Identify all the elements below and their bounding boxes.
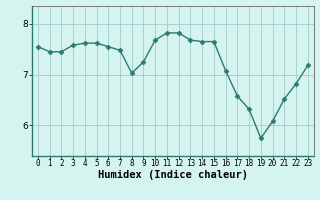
X-axis label: Humidex (Indice chaleur): Humidex (Indice chaleur) [98,170,248,180]
